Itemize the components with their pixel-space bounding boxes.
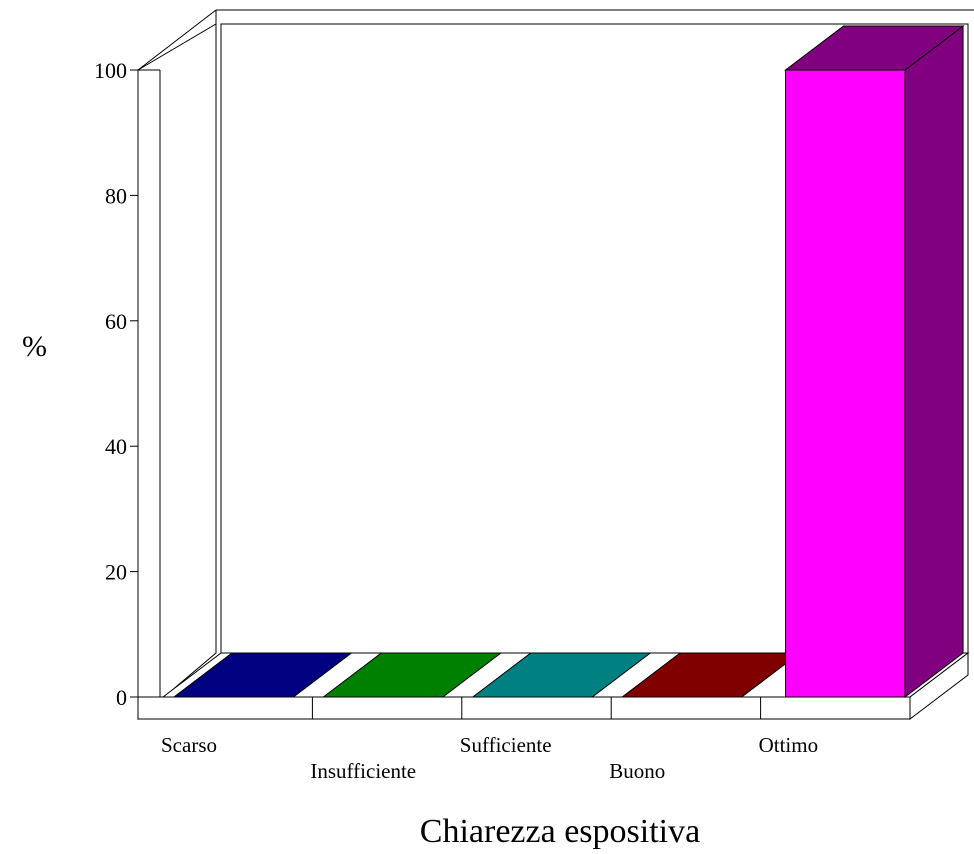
y-axis-label: %	[22, 330, 47, 363]
y-tick-label: 20	[105, 560, 127, 585]
floor-front	[138, 697, 910, 719]
side-wall	[138, 24, 216, 719]
x-tick-label: Scarso	[161, 733, 217, 757]
x-axis: Scarso Insufficiente Sufficiente Buono Ottim…	[161, 733, 818, 783]
y-tick-label: 0	[116, 685, 127, 710]
y-tick-label: 100	[94, 58, 127, 83]
y-tick-label: 80	[105, 183, 127, 208]
x-tick-label: Insufficiente	[310, 759, 416, 783]
x-axis-label: Chiarezza espositiva	[420, 813, 700, 850]
bar-ottimo	[786, 26, 964, 697]
x-tick-label: Ottimo	[759, 733, 819, 757]
x-tick-label: Sufficiente	[460, 733, 552, 757]
bar-front	[786, 70, 906, 697]
y-axis: 0 20 40 60 80 100	[94, 58, 138, 710]
bar-side	[905, 26, 963, 697]
y-tick-label: 60	[105, 309, 127, 334]
x-tick-label: Buono	[609, 759, 665, 783]
y-tick-label: 40	[105, 434, 127, 459]
